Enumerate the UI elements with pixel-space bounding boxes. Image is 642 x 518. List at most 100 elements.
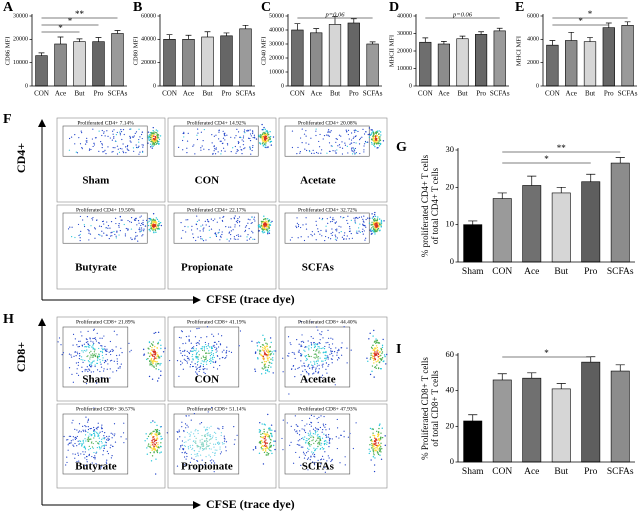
event-dot bbox=[326, 362, 327, 363]
event-dot bbox=[133, 137, 134, 138]
event-dot bbox=[85, 350, 86, 351]
event-dot bbox=[366, 219, 367, 220]
event-dot bbox=[119, 223, 120, 224]
event-dot bbox=[261, 448, 262, 449]
event-dot bbox=[127, 145, 128, 146]
event-dot bbox=[197, 128, 198, 129]
event-dot bbox=[318, 153, 319, 154]
event-dot bbox=[378, 130, 379, 131]
event-dot bbox=[290, 344, 291, 345]
event-dot bbox=[328, 364, 329, 365]
event-dot bbox=[224, 139, 225, 140]
event-dot bbox=[85, 434, 86, 435]
event-dot bbox=[348, 437, 349, 438]
event-dot bbox=[79, 353, 80, 354]
event-dot bbox=[322, 337, 323, 338]
event-dot bbox=[101, 231, 102, 232]
event-dot bbox=[369, 134, 370, 135]
event-dot bbox=[112, 446, 113, 447]
event-dot bbox=[328, 358, 329, 359]
event-dot bbox=[343, 238, 344, 239]
event-dot bbox=[187, 356, 188, 357]
event-dot bbox=[222, 221, 223, 222]
event-dot bbox=[240, 137, 241, 138]
y-tick-label: 30 bbox=[446, 144, 455, 154]
event-dot bbox=[356, 217, 357, 218]
event-dot bbox=[234, 444, 235, 445]
event-dot bbox=[203, 444, 204, 445]
event-dot bbox=[375, 447, 376, 448]
event-dot bbox=[251, 231, 252, 232]
event-dot bbox=[252, 239, 253, 240]
event-dot bbox=[216, 350, 217, 351]
event-dot bbox=[262, 143, 263, 144]
event-dot bbox=[110, 360, 111, 361]
y-axis-label: % proliferated CD4+ T cells bbox=[420, 154, 430, 257]
event-dot bbox=[69, 354, 70, 355]
event-dot bbox=[341, 231, 342, 232]
event-dot bbox=[246, 130, 247, 131]
event-dot bbox=[377, 229, 378, 230]
event-dot bbox=[373, 360, 374, 361]
event-dot bbox=[207, 219, 208, 220]
event-dot bbox=[93, 330, 94, 331]
event-dot bbox=[318, 231, 319, 232]
event-dot bbox=[149, 376, 150, 377]
event-dot bbox=[267, 352, 268, 353]
event-dot bbox=[202, 239, 203, 240]
bar bbox=[584, 42, 596, 86]
event-dot bbox=[184, 442, 185, 443]
y-tick-label: 30000 bbox=[13, 13, 28, 19]
event-dot bbox=[150, 422, 151, 423]
event-dot bbox=[235, 215, 236, 216]
event-dot bbox=[81, 445, 82, 446]
error-bar bbox=[294, 24, 300, 30]
x-tick-label: SCFAs bbox=[108, 90, 128, 98]
event-dot bbox=[304, 453, 305, 454]
event-dot bbox=[186, 456, 187, 457]
event-dot bbox=[235, 153, 236, 154]
event-dot bbox=[151, 133, 152, 134]
event-dot bbox=[194, 436, 195, 437]
event-dot bbox=[93, 433, 94, 434]
event-dot bbox=[349, 433, 350, 434]
event-dot bbox=[89, 433, 90, 434]
event-dot bbox=[271, 453, 272, 454]
event-dot bbox=[191, 361, 192, 362]
event-dot bbox=[101, 226, 102, 227]
event-dot bbox=[150, 225, 151, 226]
error-bar bbox=[557, 384, 566, 389]
event-dot bbox=[210, 360, 211, 361]
bar bbox=[457, 39, 469, 86]
event-dot bbox=[288, 336, 289, 337]
event-dot bbox=[153, 349, 154, 350]
event-dot bbox=[259, 429, 260, 430]
event-dot bbox=[83, 447, 84, 448]
event-dot bbox=[233, 426, 234, 427]
event-dot bbox=[206, 447, 207, 448]
event-dot bbox=[183, 132, 184, 133]
event-dot bbox=[226, 450, 227, 451]
event-dot bbox=[363, 151, 364, 152]
event-dot bbox=[304, 457, 305, 458]
event-dot bbox=[141, 231, 142, 232]
event-dot bbox=[335, 236, 336, 237]
event-dot bbox=[91, 346, 92, 347]
event-dot bbox=[248, 130, 249, 131]
event-dot bbox=[318, 352, 319, 353]
event-dot bbox=[370, 135, 371, 136]
event-dot bbox=[369, 444, 370, 445]
event-dot bbox=[93, 357, 94, 358]
event-dot bbox=[294, 429, 295, 430]
event-dot bbox=[131, 350, 132, 351]
event-dot bbox=[333, 219, 334, 220]
event-dot bbox=[373, 229, 374, 230]
event-dot bbox=[292, 352, 293, 353]
event-dot bbox=[124, 134, 125, 135]
event-dot bbox=[64, 436, 65, 437]
event-dot bbox=[264, 361, 265, 362]
event-dot bbox=[84, 350, 85, 351]
event-dot bbox=[87, 366, 88, 367]
event-dot bbox=[319, 368, 320, 369]
event-dot bbox=[288, 355, 289, 356]
